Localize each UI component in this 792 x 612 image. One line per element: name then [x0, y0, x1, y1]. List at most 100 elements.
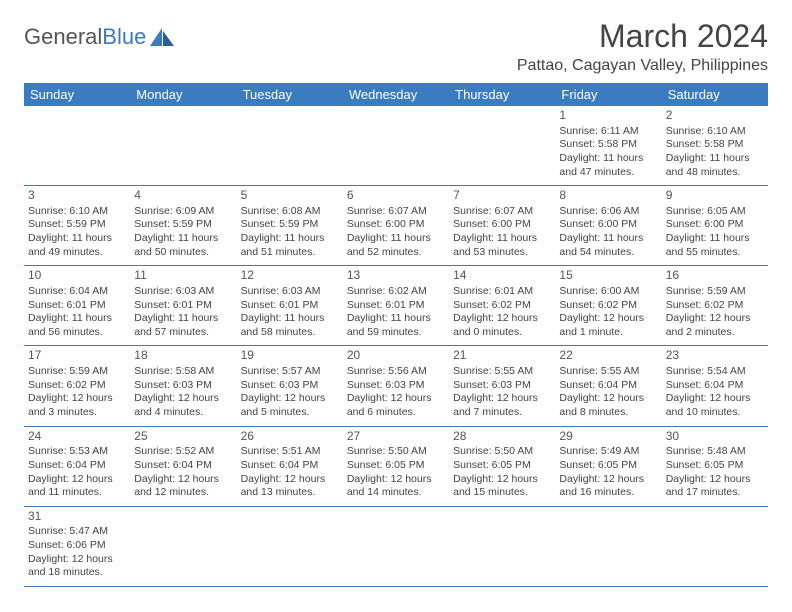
daylight-line: Daylight: 11 hours and 50 minutes.: [134, 232, 232, 259]
sunset-line: Sunset: 6:03 PM: [241, 379, 339, 393]
daylight-line: Daylight: 11 hours and 52 minutes.: [347, 232, 445, 259]
calendar-cell: [449, 106, 555, 186]
calendar-week: 17Sunrise: 5:59 AMSunset: 6:02 PMDayligh…: [24, 346, 768, 426]
daylight-line: Daylight: 12 hours and 1 minute.: [559, 312, 657, 339]
daylight-line: Daylight: 11 hours and 58 minutes.: [241, 312, 339, 339]
calendar-cell: 12Sunrise: 6:03 AMSunset: 6:01 PMDayligh…: [237, 266, 343, 346]
col-wednesday: Wednesday: [343, 83, 449, 106]
calendar-cell: [237, 106, 343, 186]
sunrise-line: Sunrise: 6:05 AM: [666, 205, 764, 219]
sunrise-line: Sunrise: 6:09 AM: [134, 205, 232, 219]
day-number: 15: [559, 268, 657, 284]
daylight-line: Daylight: 11 hours and 53 minutes.: [453, 232, 551, 259]
sunrise-line: Sunrise: 5:54 AM: [666, 365, 764, 379]
calendar-week: 31Sunrise: 5:47 AMSunset: 6:06 PMDayligh…: [24, 506, 768, 586]
sunrise-line: Sunrise: 5:55 AM: [453, 365, 551, 379]
day-number: 8: [559, 188, 657, 204]
day-number: 24: [28, 429, 126, 445]
calendar-cell: 6Sunrise: 6:07 AMSunset: 6:00 PMDaylight…: [343, 186, 449, 266]
calendar-cell: 7Sunrise: 6:07 AMSunset: 6:00 PMDaylight…: [449, 186, 555, 266]
sunset-line: Sunset: 5:59 PM: [134, 218, 232, 232]
sunrise-line: Sunrise: 6:03 AM: [241, 285, 339, 299]
sunrise-line: Sunrise: 5:53 AM: [28, 445, 126, 459]
day-number: 5: [241, 188, 339, 204]
location-text: Pattao, Cagayan Valley, Philippines: [517, 57, 768, 75]
calendar-cell: 2Sunrise: 6:10 AMSunset: 5:58 PMDaylight…: [662, 106, 768, 186]
sunset-line: Sunset: 5:59 PM: [241, 218, 339, 232]
day-number: 14: [453, 268, 551, 284]
day-number: 7: [453, 188, 551, 204]
day-number: 28: [453, 429, 551, 445]
sunset-line: Sunset: 6:00 PM: [347, 218, 445, 232]
daylight-line: Daylight: 12 hours and 14 minutes.: [347, 473, 445, 500]
calendar-cell: 24Sunrise: 5:53 AMSunset: 6:04 PMDayligh…: [24, 426, 130, 506]
calendar-body: 1Sunrise: 6:11 AMSunset: 5:58 PMDaylight…: [24, 106, 768, 586]
day-number: 29: [559, 429, 657, 445]
daylight-line: Daylight: 12 hours and 11 minutes.: [28, 473, 126, 500]
day-number: 31: [28, 509, 126, 525]
calendar-cell: [343, 506, 449, 586]
sunrise-line: Sunrise: 6:07 AM: [453, 205, 551, 219]
sunset-line: Sunset: 6:00 PM: [453, 218, 551, 232]
daylight-line: Daylight: 12 hours and 15 minutes.: [453, 473, 551, 500]
col-thursday: Thursday: [449, 83, 555, 106]
sunrise-line: Sunrise: 6:02 AM: [347, 285, 445, 299]
sunset-line: Sunset: 6:05 PM: [453, 459, 551, 473]
sunrise-line: Sunrise: 5:56 AM: [347, 365, 445, 379]
calendar-cell: [130, 106, 236, 186]
calendar-cell: 1Sunrise: 6:11 AMSunset: 5:58 PMDaylight…: [555, 106, 661, 186]
col-monday: Monday: [130, 83, 236, 106]
sunset-line: Sunset: 6:04 PM: [559, 379, 657, 393]
month-title: March 2024: [517, 18, 768, 55]
sail-icon: [148, 26, 176, 48]
col-tuesday: Tuesday: [237, 83, 343, 106]
daylight-line: Daylight: 11 hours and 56 minutes.: [28, 312, 126, 339]
sunrise-line: Sunrise: 5:55 AM: [559, 365, 657, 379]
sunset-line: Sunset: 6:04 PM: [241, 459, 339, 473]
sunrise-line: Sunrise: 6:07 AM: [347, 205, 445, 219]
calendar-cell: 10Sunrise: 6:04 AMSunset: 6:01 PMDayligh…: [24, 266, 130, 346]
day-number: 16: [666, 268, 764, 284]
day-number: 3: [28, 188, 126, 204]
daylight-line: Daylight: 12 hours and 13 minutes.: [241, 473, 339, 500]
sunset-line: Sunset: 6:05 PM: [347, 459, 445, 473]
calendar-cell: 21Sunrise: 5:55 AMSunset: 6:03 PMDayligh…: [449, 346, 555, 426]
day-number: 13: [347, 268, 445, 284]
daylight-line: Daylight: 11 hours and 47 minutes.: [559, 152, 657, 179]
sunrise-line: Sunrise: 5:59 AM: [666, 285, 764, 299]
sunrise-line: Sunrise: 6:04 AM: [28, 285, 126, 299]
title-block: March 2024 Pattao, Cagayan Valley, Phili…: [517, 18, 768, 75]
calendar-cell: 9Sunrise: 6:05 AMSunset: 6:00 PMDaylight…: [662, 186, 768, 266]
col-sunday: Sunday: [24, 83, 130, 106]
daylight-line: Daylight: 12 hours and 5 minutes.: [241, 392, 339, 419]
sunset-line: Sunset: 6:04 PM: [666, 379, 764, 393]
day-number: 21: [453, 348, 551, 364]
sunset-line: Sunset: 6:03 PM: [347, 379, 445, 393]
calendar-cell: 31Sunrise: 5:47 AMSunset: 6:06 PMDayligh…: [24, 506, 130, 586]
sunset-line: Sunset: 6:01 PM: [28, 299, 126, 313]
day-number: 25: [134, 429, 232, 445]
daylight-line: Daylight: 11 hours and 59 minutes.: [347, 312, 445, 339]
sunrise-line: Sunrise: 5:58 AM: [134, 365, 232, 379]
calendar-cell: 20Sunrise: 5:56 AMSunset: 6:03 PMDayligh…: [343, 346, 449, 426]
day-number: 19: [241, 348, 339, 364]
calendar-cell: 22Sunrise: 5:55 AMSunset: 6:04 PMDayligh…: [555, 346, 661, 426]
sunset-line: Sunset: 5:59 PM: [28, 218, 126, 232]
col-friday: Friday: [555, 83, 661, 106]
sunset-line: Sunset: 6:01 PM: [134, 299, 232, 313]
calendar-cell: [343, 106, 449, 186]
daylight-line: Daylight: 12 hours and 3 minutes.: [28, 392, 126, 419]
calendar-cell: 13Sunrise: 6:02 AMSunset: 6:01 PMDayligh…: [343, 266, 449, 346]
sunrise-line: Sunrise: 6:10 AM: [28, 205, 126, 219]
calendar-cell: [237, 506, 343, 586]
calendar-cell: 14Sunrise: 6:01 AMSunset: 6:02 PMDayligh…: [449, 266, 555, 346]
daylight-line: Daylight: 12 hours and 6 minutes.: [347, 392, 445, 419]
sunrise-line: Sunrise: 5:57 AM: [241, 365, 339, 379]
sunset-line: Sunset: 6:04 PM: [134, 459, 232, 473]
sunrise-line: Sunrise: 6:10 AM: [666, 125, 764, 139]
calendar-table: Sunday Monday Tuesday Wednesday Thursday…: [24, 83, 768, 587]
brand-logo: GeneralBlue: [24, 18, 176, 50]
calendar-cell: 17Sunrise: 5:59 AMSunset: 6:02 PMDayligh…: [24, 346, 130, 426]
calendar-cell: [662, 506, 768, 586]
sunset-line: Sunset: 6:02 PM: [453, 299, 551, 313]
